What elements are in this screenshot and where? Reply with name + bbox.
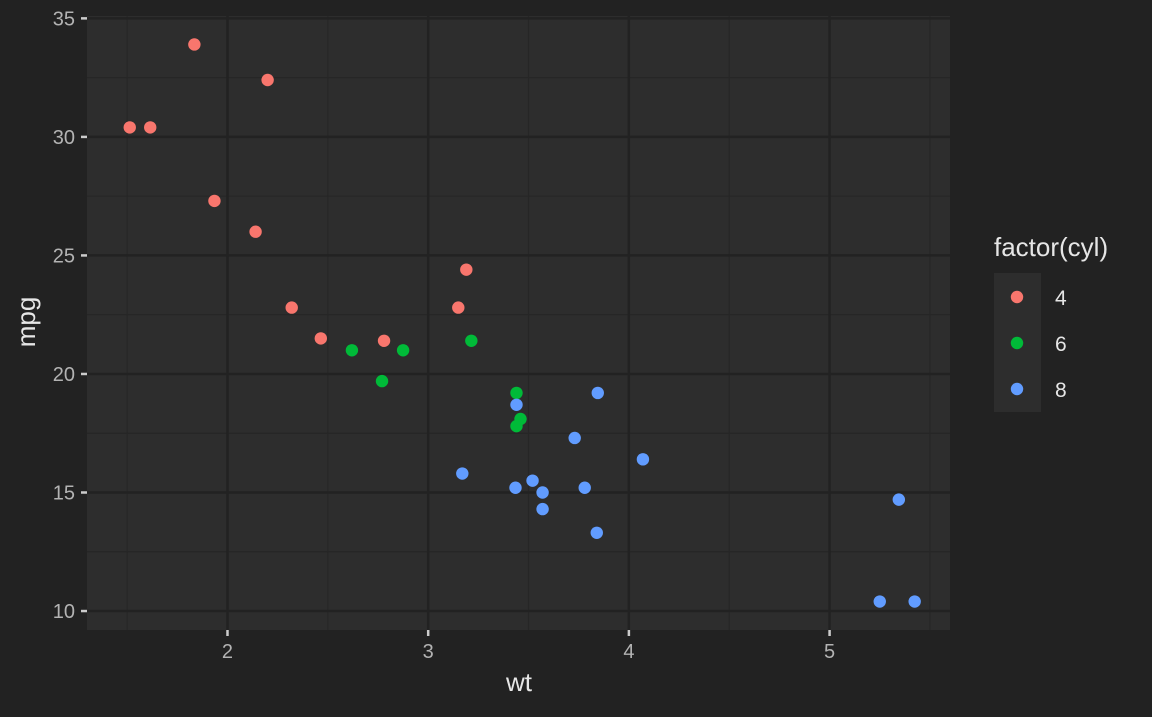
y-tick-label: 25 [53, 245, 75, 267]
data-point-cyl-6 [465, 334, 478, 347]
legend-key-cyl-4 [1010, 290, 1024, 304]
data-point-cyl-4 [285, 301, 298, 314]
data-point-cyl-4 [460, 263, 473, 276]
legend: factor(cyl) 4 6 8 [994, 232, 1108, 412]
data-point-cyl-8 [908, 595, 921, 608]
data-point-cyl-8 [578, 481, 591, 494]
y-tick-label: 30 [53, 127, 75, 149]
data-point-cyl-6 [345, 344, 359, 357]
data-point-cyl-8 [591, 386, 604, 400]
data-point-cyl-4 [261, 73, 274, 87]
data-point-cyl-8 [456, 467, 469, 480]
data-point-cyl-6 [510, 386, 523, 400]
y-axis-title: mpg [11, 297, 41, 348]
data-point-cyl-4 [208, 194, 221, 208]
data-point-cyl-8 [568, 431, 581, 445]
y-tick-label: 10 [53, 601, 75, 623]
data-point-cyl-8 [536, 502, 549, 516]
data-point-cyl-4 [188, 38, 201, 51]
legend-key-cyl-6 [1010, 336, 1024, 350]
x-tick-label: 4 [623, 641, 634, 663]
x-tick-label: 3 [423, 641, 434, 663]
data-point-cyl-8 [873, 595, 886, 608]
data-point-cyl-6 [396, 344, 410, 357]
grid-major [87, 16, 950, 630]
grid-minor [87, 16, 950, 630]
data-point-cyl-6 [375, 374, 389, 388]
data-point-cyl-8 [510, 398, 523, 411]
data-point-cyl-8 [636, 453, 650, 466]
data-point-cyl-4 [249, 225, 262, 238]
y-tick-label: 35 [53, 8, 75, 30]
legend-label-cyl-8: 8 [1055, 379, 1067, 402]
legend-key-cyl-8 [1010, 382, 1024, 396]
data-point-cyl-8 [590, 526, 603, 540]
data-point-cyl-8 [526, 474, 539, 487]
legend-items: 4 6 8 [1010, 287, 1067, 402]
legend-label-cyl-6: 6 [1055, 333, 1067, 356]
data-points [123, 38, 921, 608]
x-axis: 2 3 4 5 [222, 630, 835, 663]
legend-label-cyl-4: 4 [1055, 287, 1067, 310]
data-point-cyl-4 [144, 121, 157, 134]
data-point-cyl-8 [509, 481, 522, 494]
data-point-cyl-4 [123, 121, 136, 134]
plot-panel [87, 16, 950, 630]
data-point-cyl-8 [536, 486, 549, 499]
x-tick-label: 2 [222, 641, 233, 663]
y-tick-label: 15 [53, 483, 75, 505]
x-axis-title: wt [505, 667, 533, 697]
legend-title: factor(cyl) [994, 232, 1108, 262]
data-point-cyl-4 [452, 301, 465, 314]
data-point-cyl-6 [514, 412, 527, 426]
data-point-cyl-4 [377, 334, 391, 347]
y-axis: 10 15 20 25 30 35 [53, 8, 87, 623]
x-tick-label: 5 [824, 641, 835, 663]
data-point-cyl-4 [314, 332, 328, 345]
y-tick-label: 20 [53, 364, 75, 386]
data-point-cyl-8 [892, 493, 906, 506]
